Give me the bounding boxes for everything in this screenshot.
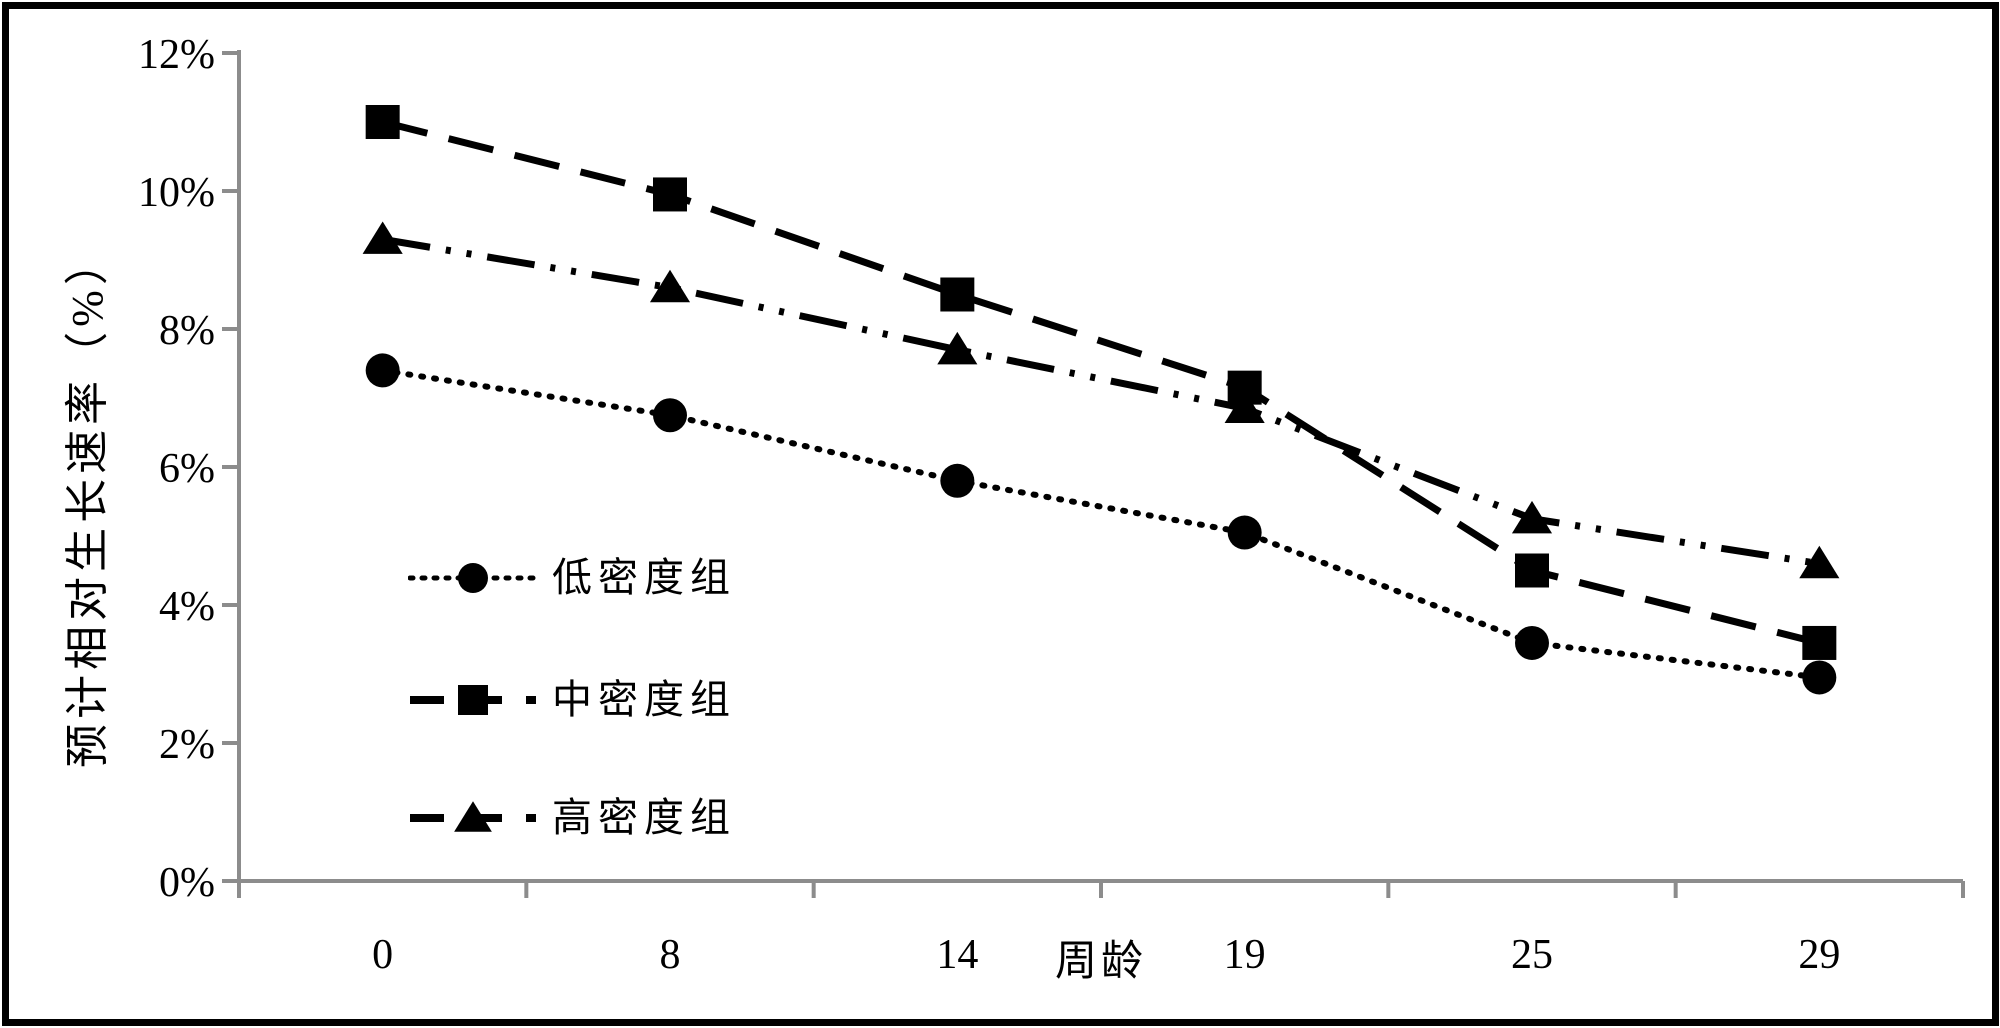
series-低密度组 bbox=[365, 353, 1837, 695]
marker-square bbox=[1515, 553, 1549, 588]
y-axis-title: 预计相对生长速率（%） bbox=[63, 236, 112, 768]
marker-circle bbox=[940, 463, 975, 498]
x-tick-label: 8 bbox=[660, 932, 681, 978]
series-高密度组 bbox=[362, 221, 1840, 579]
series-中密度组 bbox=[365, 105, 1837, 660]
legend-label-high-density: 高密度组 bbox=[552, 795, 736, 840]
legend-dashed-triangle-icon bbox=[410, 801, 536, 832]
legend-dashed-square-icon bbox=[410, 685, 536, 715]
y-tick-label: 10% bbox=[138, 170, 215, 216]
marker-triangle bbox=[1799, 545, 1840, 579]
x-tick-label: 25 bbox=[1511, 932, 1553, 978]
marker-circle bbox=[653, 398, 687, 433]
marker-square bbox=[458, 685, 488, 715]
y-tick-label: 0% bbox=[159, 860, 215, 906]
x-tick-label: 0 bbox=[372, 932, 393, 978]
marker-triangle bbox=[1224, 390, 1265, 423]
axes bbox=[222, 50, 1965, 898]
legend-item-mid-density: 中密度组 bbox=[408, 676, 736, 724]
marker-square bbox=[1802, 625, 1837, 660]
legend-label-mid-density: 中密度组 bbox=[552, 677, 736, 722]
y-tick-label: 12% bbox=[138, 32, 215, 78]
series-line-dotted bbox=[379, 367, 1823, 681]
x-tick-label: 29 bbox=[1798, 932, 1840, 978]
y-tick-label: 6% bbox=[159, 446, 215, 492]
marker-triangle bbox=[649, 269, 691, 303]
marker-square bbox=[653, 177, 687, 212]
tick-labels: 0% 2% 4% 6% 8% 10% 12% 0 8 14 19 25 29 bbox=[138, 32, 1840, 978]
series-line-dash-dot-dot bbox=[382, 235, 1820, 568]
x-tick-label: 14 bbox=[936, 932, 978, 978]
series-line-dashed bbox=[381, 118, 1821, 647]
marker-circle bbox=[1802, 660, 1837, 695]
marker-triangle bbox=[1511, 500, 1553, 534]
marker-triangle bbox=[454, 801, 492, 832]
y-tick-label: 4% bbox=[159, 584, 215, 630]
y-tick-label: 8% bbox=[159, 308, 215, 354]
legend-label-low-density: 低密度组 bbox=[552, 555, 736, 600]
marker-triangle bbox=[937, 331, 978, 365]
marker-circle bbox=[365, 353, 400, 388]
marker-triangle bbox=[362, 221, 403, 254]
y-tick-label: 2% bbox=[159, 722, 215, 768]
x-axis-title: 周龄 bbox=[1054, 939, 1147, 985]
marker-circle bbox=[1227, 515, 1262, 550]
marker-square bbox=[940, 277, 975, 312]
legend-item-high-density: 高密度组 bbox=[408, 794, 736, 842]
legend-dotted-circle-icon bbox=[408, 563, 538, 593]
marker-square bbox=[365, 105, 400, 139]
x-tick-label: 19 bbox=[1224, 932, 1266, 978]
marker-circle bbox=[1515, 625, 1549, 660]
marker-circle bbox=[458, 563, 488, 593]
legend-item-low-density: 低密度组 bbox=[408, 554, 736, 602]
